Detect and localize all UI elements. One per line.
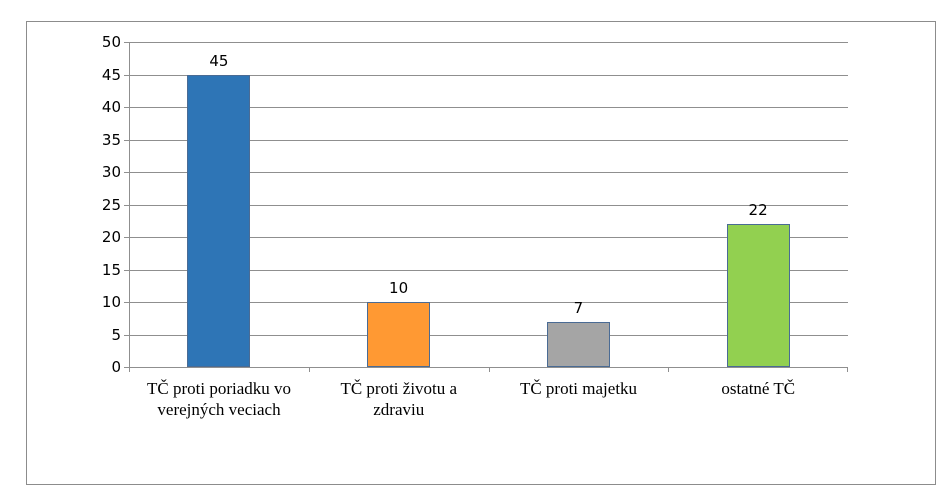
bar-majetok <box>546 321 610 367</box>
x-tick <box>129 367 130 372</box>
x-tick <box>308 367 310 372</box>
category-label-line: verejných veciach <box>157 400 281 419</box>
y-tick-label: 20 <box>101 228 121 246</box>
gridline-15 <box>124 269 848 271</box>
y-tick-label: 30 <box>101 163 121 181</box>
x-tick <box>488 367 490 372</box>
plot-area: 50 45 40 35 30 25 20 15 10 5 0 45 10 7 2… <box>102 34 848 419</box>
y-tick-label: 25 <box>101 195 121 214</box>
bar-zivot-zdravie <box>367 302 431 367</box>
x-axis-line <box>124 367 848 368</box>
y-tick-label: 35 <box>101 130 121 149</box>
y-tick-label: 15 <box>101 260 121 279</box>
data-label: 10 <box>389 279 409 297</box>
category-label-line: TČ proti poriadku vo <box>146 379 291 398</box>
category-label: TČ proti poriadku vo verejných veciach <box>129 378 309 420</box>
category-label-line: zdraviu <box>373 400 425 419</box>
gridline-5 <box>124 334 848 336</box>
gridline-10 <box>124 302 848 303</box>
bar-poriadok <box>187 74 251 367</box>
data-label: 7 <box>573 299 584 317</box>
category-label-line: ostatné TČ <box>721 379 796 398</box>
y-tick-label: 45 <box>101 65 121 84</box>
gridline-45 <box>124 74 848 76</box>
y-tick-label: 10 <box>101 293 121 311</box>
bar-ostatne <box>726 224 790 367</box>
y-tick-label: 5 <box>111 325 121 344</box>
x-tick <box>668 367 670 372</box>
gridline-20 <box>124 237 848 238</box>
gridline-35 <box>124 139 848 141</box>
y-tick-label: 40 <box>101 98 121 116</box>
category-label: TČ proti životu a zdraviu <box>309 378 489 420</box>
x-tick <box>847 367 848 372</box>
y-tick-label: 0 <box>111 358 121 376</box>
y-axis-line <box>129 42 130 367</box>
category-label: ostatné TČ <box>668 378 848 399</box>
category-label-line: TČ proti životu a <box>340 379 458 398</box>
gridline-40 <box>124 107 848 108</box>
data-label: 45 <box>209 52 229 70</box>
gridline-25 <box>124 204 848 206</box>
y-tick-label: 50 <box>101 33 121 51</box>
category-label: TČ proti majetku <box>489 378 669 399</box>
category-label-line: TČ proti majetku <box>519 379 638 398</box>
data-label: 22 <box>748 201 768 219</box>
gridline-30 <box>124 172 848 173</box>
gridline-50 <box>124 42 848 43</box>
